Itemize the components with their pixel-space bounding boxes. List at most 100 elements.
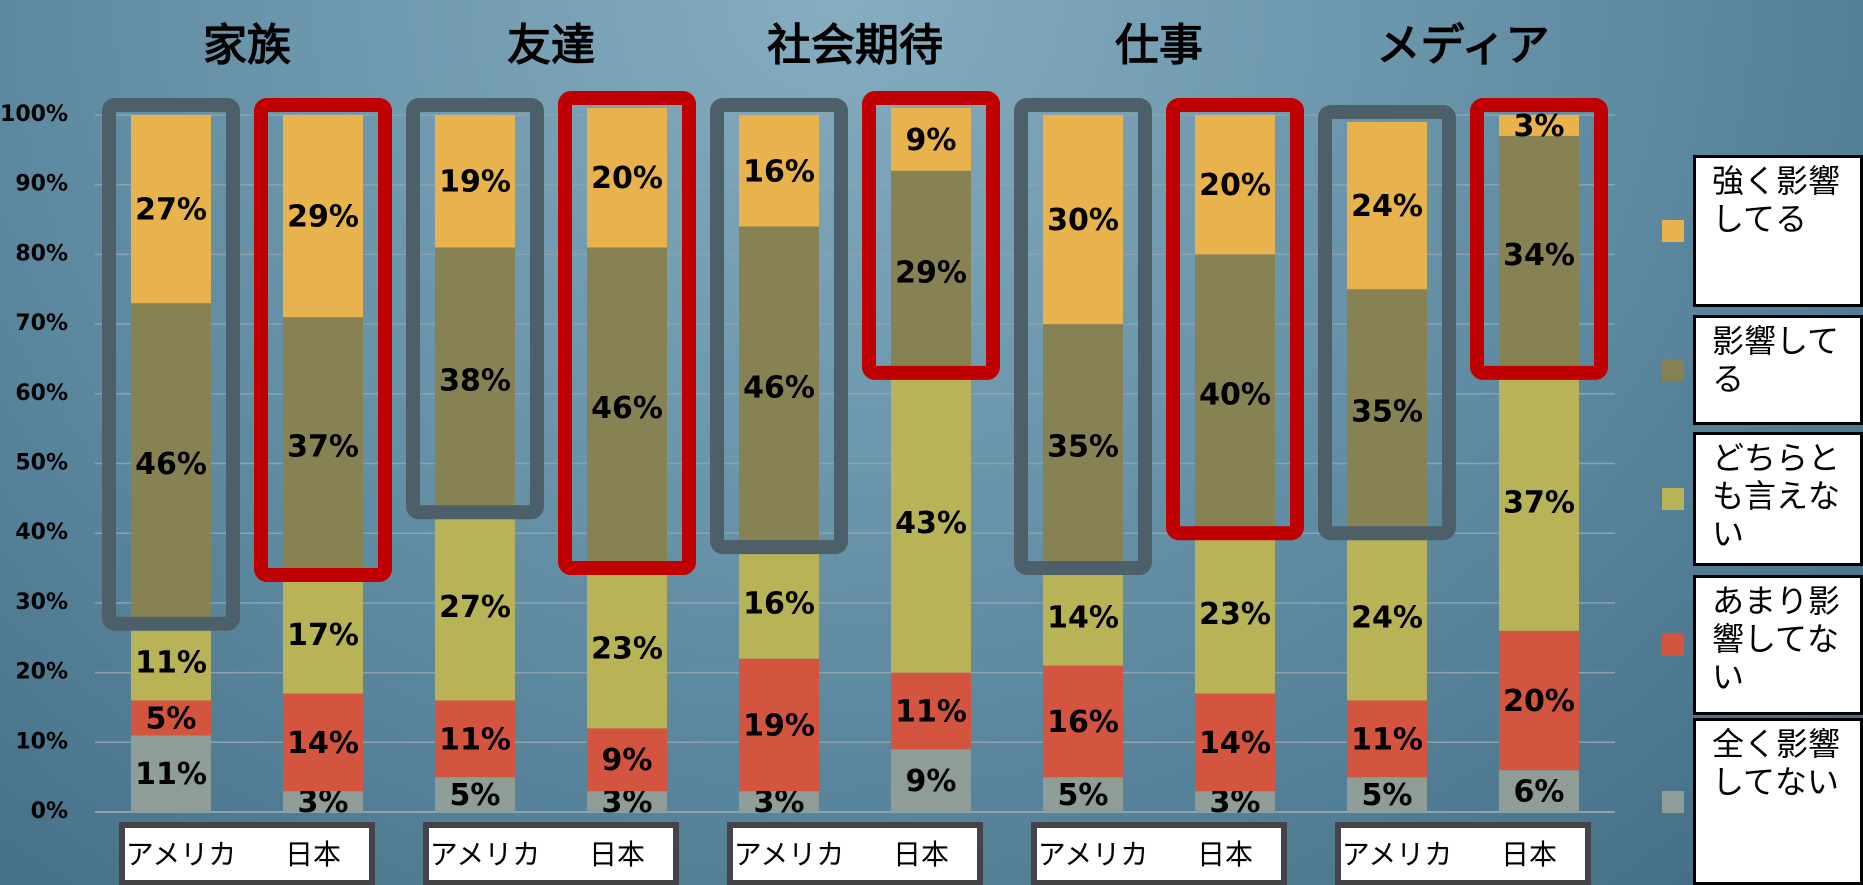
bar-segment bbox=[891, 372, 971, 673]
bar-segment bbox=[131, 700, 211, 736]
bar-segment bbox=[587, 247, 667, 569]
bar-segment bbox=[1499, 372, 1579, 631]
bar-segment bbox=[587, 108, 667, 248]
bar-segment bbox=[283, 317, 363, 576]
y-tick-label: 70% bbox=[15, 311, 68, 336]
category-box bbox=[423, 822, 679, 885]
highlight-box bbox=[558, 91, 696, 576]
category-box bbox=[727, 822, 983, 885]
bar-segment bbox=[739, 226, 819, 548]
bar-segment bbox=[1043, 115, 1123, 325]
x-tick-label: 日本 bbox=[285, 838, 341, 871]
y-tick-label: 10% bbox=[15, 729, 68, 754]
bar-segment bbox=[283, 115, 363, 318]
category-box bbox=[1031, 822, 1287, 885]
bar-segment bbox=[1499, 770, 1579, 812]
group-title: メディア bbox=[1377, 20, 1550, 71]
value-label: 5% bbox=[1362, 778, 1413, 813]
bar-segment bbox=[1195, 254, 1275, 534]
value-label: 5% bbox=[450, 778, 501, 813]
bar-segment bbox=[1043, 324, 1123, 569]
value-label: 46% bbox=[135, 447, 207, 482]
value-label: 11% bbox=[135, 646, 207, 681]
value-label: 43% bbox=[895, 506, 967, 541]
bar-segment bbox=[1499, 115, 1579, 136]
group-title: 友達 bbox=[507, 20, 595, 71]
x-tick-label: アメリカ bbox=[734, 838, 845, 871]
bar-segment bbox=[891, 170, 971, 373]
group-title: 仕事 bbox=[1115, 20, 1203, 71]
value-label: 17% bbox=[287, 618, 359, 653]
value-label: 40% bbox=[1199, 377, 1271, 412]
x-tick-label: アメリカ bbox=[430, 838, 541, 871]
bar-segment bbox=[739, 547, 819, 659]
legend-label: あまり影響してない bbox=[1693, 575, 1863, 715]
bar-segment bbox=[587, 791, 667, 812]
group-title: 社会期待 bbox=[767, 20, 943, 71]
legend-label: 強く影響してる bbox=[1693, 155, 1863, 307]
value-label: 30% bbox=[1047, 203, 1119, 238]
y-tick-label: 30% bbox=[15, 590, 68, 615]
bar-segment bbox=[891, 749, 971, 812]
bar-segment bbox=[435, 777, 515, 812]
y-tick-label: 0% bbox=[31, 799, 68, 824]
bar-segment bbox=[1347, 777, 1427, 812]
legend-label: どちらとも言えない bbox=[1693, 432, 1863, 566]
value-label: 19% bbox=[743, 708, 815, 743]
value-label: 5% bbox=[1058, 778, 1109, 813]
bar-segment bbox=[435, 512, 515, 701]
bar-segment bbox=[1195, 115, 1275, 255]
value-label: 11% bbox=[439, 722, 511, 757]
highlight-box bbox=[102, 98, 240, 631]
legend-swatch bbox=[1662, 220, 1684, 242]
bar-segment bbox=[891, 108, 971, 171]
bar-segment bbox=[1195, 693, 1275, 792]
bar-segment bbox=[1347, 121, 1427, 290]
legend-swatch bbox=[1662, 488, 1684, 510]
bar-segment bbox=[283, 575, 363, 694]
bar-segment bbox=[131, 115, 211, 304]
value-label: 46% bbox=[743, 370, 815, 405]
value-label: 5% bbox=[146, 701, 197, 736]
bar-segment bbox=[435, 115, 515, 248]
value-label: 20% bbox=[591, 161, 663, 196]
bar-segment bbox=[1347, 289, 1427, 534]
value-label: 11% bbox=[135, 757, 207, 792]
value-label: 46% bbox=[591, 391, 663, 426]
x-tick-label: 日本 bbox=[893, 838, 949, 871]
value-label: 9% bbox=[906, 764, 957, 799]
x-tick-label: 日本 bbox=[1197, 838, 1253, 871]
value-label: 27% bbox=[135, 193, 207, 228]
category-box bbox=[1335, 822, 1591, 885]
value-label: 11% bbox=[895, 694, 967, 729]
y-tick-label: 90% bbox=[15, 172, 68, 197]
value-label: 20% bbox=[1503, 684, 1575, 719]
bar-segment bbox=[1347, 533, 1427, 701]
value-label: 3% bbox=[1514, 109, 1565, 144]
highlight-box bbox=[1318, 104, 1456, 541]
value-label: 20% bbox=[1199, 168, 1271, 203]
value-label: 35% bbox=[1351, 395, 1423, 430]
highlight-box bbox=[1470, 98, 1608, 380]
y-tick-label: 100% bbox=[0, 102, 68, 127]
value-label: 23% bbox=[591, 632, 663, 667]
highlight-box bbox=[1014, 98, 1152, 576]
value-label: 29% bbox=[287, 200, 359, 235]
y-tick-label: 50% bbox=[15, 451, 68, 476]
x-tick-label: アメリカ bbox=[1342, 838, 1453, 871]
value-label: 16% bbox=[743, 154, 815, 189]
highlight-box bbox=[710, 98, 848, 555]
bar-segment bbox=[1499, 135, 1579, 373]
value-label: 6% bbox=[1514, 775, 1565, 810]
bar-segment bbox=[1043, 777, 1123, 812]
bar-segment bbox=[891, 672, 971, 750]
value-label: 37% bbox=[287, 430, 359, 465]
value-label: 38% bbox=[439, 363, 511, 398]
x-tick-label: アメリカ bbox=[126, 838, 237, 871]
bar-segment bbox=[131, 303, 211, 624]
value-label: 37% bbox=[1503, 485, 1575, 520]
legend-swatch bbox=[1662, 790, 1684, 813]
group-title: 家族 bbox=[203, 20, 291, 71]
y-tick-label: 20% bbox=[15, 660, 68, 685]
